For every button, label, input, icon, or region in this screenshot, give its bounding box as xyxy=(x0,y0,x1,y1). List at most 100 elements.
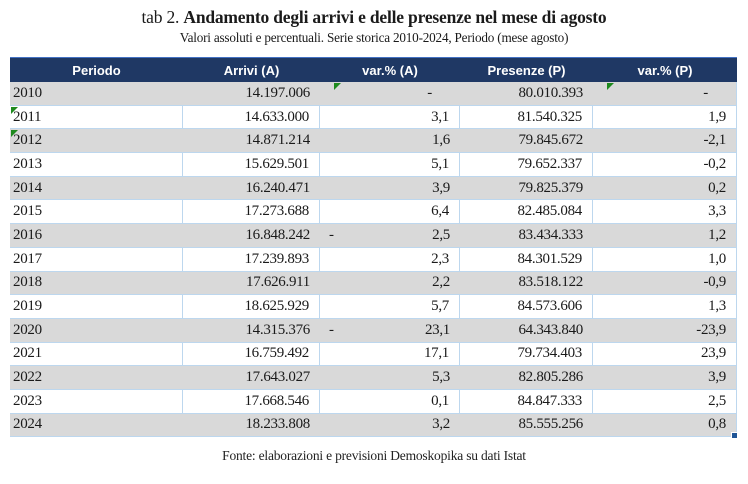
cell-var_a[interactable]: 1,6 xyxy=(432,132,450,149)
cell-presenze[interactable]: 81.540.325 xyxy=(460,105,593,129)
table-row: 2021 16.759.492 17,1 79.734.403 23,9 xyxy=(10,342,737,367)
cell-var_p[interactable]: - xyxy=(593,82,737,105)
cell-var_p[interactable]: 3,3 xyxy=(593,200,737,224)
cell-year[interactable]: 2020 xyxy=(13,321,42,338)
table-row: 2019 18.625.929 5,7 84.573.606 1,3 xyxy=(10,295,737,319)
cell-presenze[interactable]: 79.845.672 xyxy=(518,132,583,149)
table-header-row: Periodo Arrivi (A) var.% (A) Presenze (P) va… xyxy=(10,57,737,82)
cell-var_p[interactable]: 2,5 xyxy=(593,389,737,413)
cell-var_a[interactable]: - xyxy=(320,82,460,105)
column-header-var_a[interactable]: var.% (A) xyxy=(362,62,418,78)
cell-var_a[interactable]: 0,1 xyxy=(320,389,460,413)
cell-var_p[interactable]: -0,9 xyxy=(593,271,737,295)
cell-var_a[interactable]: - 2,5 xyxy=(320,224,460,247)
cell-var_a[interactable]: 3,2 xyxy=(432,416,450,433)
cell-var_a[interactable]: 2,2 xyxy=(432,274,450,291)
cell-presenze[interactable]: 82.805.286 xyxy=(518,369,583,386)
cell-var_a[interactable]: 17,1 xyxy=(320,342,460,366)
cell-presenze[interactable]: 79.652.337 xyxy=(460,153,593,176)
cell-value: 2,5 xyxy=(432,226,450,243)
table-row: 2014 16.240.471 3,9 79.825.379 0,2 xyxy=(10,176,737,201)
cell-year[interactable]: 2022 xyxy=(13,369,42,386)
cell-var_p[interactable]: -23,9 xyxy=(593,318,737,342)
cell-var_p[interactable]: 1,2 xyxy=(593,224,737,247)
cell-year[interactable]: 2021 xyxy=(10,342,183,366)
table-row: 2022 17.643.027 5,3 82.805.286 3,9 xyxy=(10,366,737,390)
cell-var_p[interactable]: 0,2 xyxy=(593,176,737,200)
cell-arrivi[interactable]: 16.240.471 xyxy=(245,179,310,196)
column-header-arrivi[interactable]: Arrivi (A) xyxy=(223,62,280,78)
column-header-var_p[interactable]: var.% (P) xyxy=(637,62,693,78)
cell-arrivi[interactable]: 18.233.808 xyxy=(245,416,310,433)
cell-presenze[interactable]: 83.518.122 xyxy=(518,274,583,291)
cell-year[interactable]: 2013 xyxy=(10,153,183,176)
table-row: 2012 14.871.214 1,6 79.845.672 -2,1 xyxy=(10,129,737,154)
cell-arrivi[interactable]: 14.633.000 xyxy=(183,105,320,129)
cell-var_p[interactable]: 0,8 xyxy=(593,413,738,440)
cell-year[interactable]: 2012 xyxy=(11,130,42,149)
cell-var_p[interactable]: -2,1 xyxy=(593,129,737,153)
cell-var_p[interactable]: 1,0 xyxy=(593,247,737,271)
cell-arrivi[interactable]: 14.871.214 xyxy=(245,132,310,149)
cell-var_p[interactable]: 3,9 xyxy=(593,366,737,389)
cell-arrivi[interactable]: 16.759.492 xyxy=(183,342,320,366)
cell-year[interactable]: 2016 xyxy=(13,226,42,243)
column-header-year[interactable]: Periodo xyxy=(72,62,121,78)
cell-presenze[interactable]: 79.825.379 xyxy=(518,179,583,196)
cell-year[interactable]: 2017 xyxy=(10,247,183,271)
cell-presenze[interactable]: 80.010.393 xyxy=(518,84,583,101)
cell-var_a[interactable]: 6,4 xyxy=(320,200,460,224)
table-row: 2017 17.239.893 2,3 84.301.529 1,0 xyxy=(10,247,737,272)
cell-year[interactable]: 2024 xyxy=(13,416,42,433)
cell-presenze[interactable]: 84.301.529 xyxy=(460,247,593,271)
cell-arrivi[interactable]: 16.848.242 xyxy=(245,226,310,243)
accounting-minus: - xyxy=(329,226,334,243)
cell-var_a[interactable]: 3,1 xyxy=(320,105,460,129)
cell-var_p[interactable]: 1,3 xyxy=(593,295,737,318)
cell-year[interactable]: 2019 xyxy=(10,295,183,318)
table-row: 2013 15.629.501 5,1 79.652.337 -0,2 xyxy=(10,153,737,177)
error-indicator-icon xyxy=(334,83,341,90)
cell-var_a[interactable]: 2,3 xyxy=(320,247,460,271)
cell-arrivi[interactable]: 17.643.027 xyxy=(245,369,310,386)
cell-presenze[interactable]: 85.555.256 xyxy=(518,416,583,433)
cell-arrivi[interactable]: 17.668.546 xyxy=(183,389,320,413)
title-prefix: tab 2. xyxy=(141,7,184,27)
cell-year[interactable]: 2010 xyxy=(13,84,42,101)
cell-arrivi[interactable]: 18.625.929 xyxy=(183,295,320,318)
cell-presenze[interactable]: 83.434.333 xyxy=(518,226,583,243)
table-row: 2020 14.315.376 - 23,1 64.343.840 -23,9 xyxy=(10,318,737,343)
page-title: tab 2. Andamento degli arrivi e delle pr… xyxy=(0,7,748,29)
cell-var_a[interactable]: 5,1 xyxy=(320,153,460,176)
cell-var_a[interactable]: 5,7 xyxy=(320,295,460,318)
cell-arrivi[interactable]: 14.197.006 xyxy=(245,84,310,101)
accounting-minus: - xyxy=(329,321,334,338)
cell-arrivi[interactable]: 17.239.893 xyxy=(183,247,320,271)
cell-year[interactable]: 2014 xyxy=(13,179,42,196)
cell-year[interactable]: 2018 xyxy=(13,274,42,291)
cell-var_p[interactable]: -0,2 xyxy=(593,153,737,176)
table-row: 2018 17.626.911 2,2 83.518.122 -0,9 xyxy=(10,271,737,296)
cell-presenze[interactable]: 84.573.606 xyxy=(460,295,593,318)
cell-var_p[interactable]: 1,9 xyxy=(593,105,737,129)
cell-arrivi[interactable]: 15.629.501 xyxy=(183,153,320,176)
fill-handle[interactable] xyxy=(731,432,738,440)
column-header-presenze[interactable]: Presenze (P) xyxy=(487,62,566,78)
cell-var_p[interactable]: 23,9 xyxy=(593,342,737,366)
cell-var_a[interactable]: 5,3 xyxy=(432,369,450,386)
cell-presenze[interactable]: 79.734.403 xyxy=(460,342,593,366)
cell-var_a[interactable]: 3,9 xyxy=(432,179,450,196)
cell-year[interactable]: 2015 xyxy=(10,200,183,224)
cell-arrivi[interactable]: 17.273.688 xyxy=(183,200,320,224)
cell-arrivi[interactable]: 14.315.376 xyxy=(245,321,310,338)
cell-year[interactable]: 2023 xyxy=(10,389,183,413)
cell-presenze[interactable]: 82.485.084 xyxy=(460,200,593,224)
cell-year[interactable]: 2011 xyxy=(10,105,183,129)
cell-var_a[interactable]: - 23,1 xyxy=(320,319,460,342)
data-table: Periodo Arrivi (A) var.% (A) Presenze (P) va… xyxy=(10,57,738,440)
table-row: 2016 16.848.242 - 2,5 83.434.333 1,2 xyxy=(10,224,737,248)
table-row: 2015 17.273.688 6,4 82.485.084 3,3 xyxy=(10,200,737,225)
cell-arrivi[interactable]: 17.626.911 xyxy=(246,274,310,291)
cell-presenze[interactable]: 64.343.840 xyxy=(518,321,583,338)
cell-presenze[interactable]: 84.847.333 xyxy=(460,389,593,413)
